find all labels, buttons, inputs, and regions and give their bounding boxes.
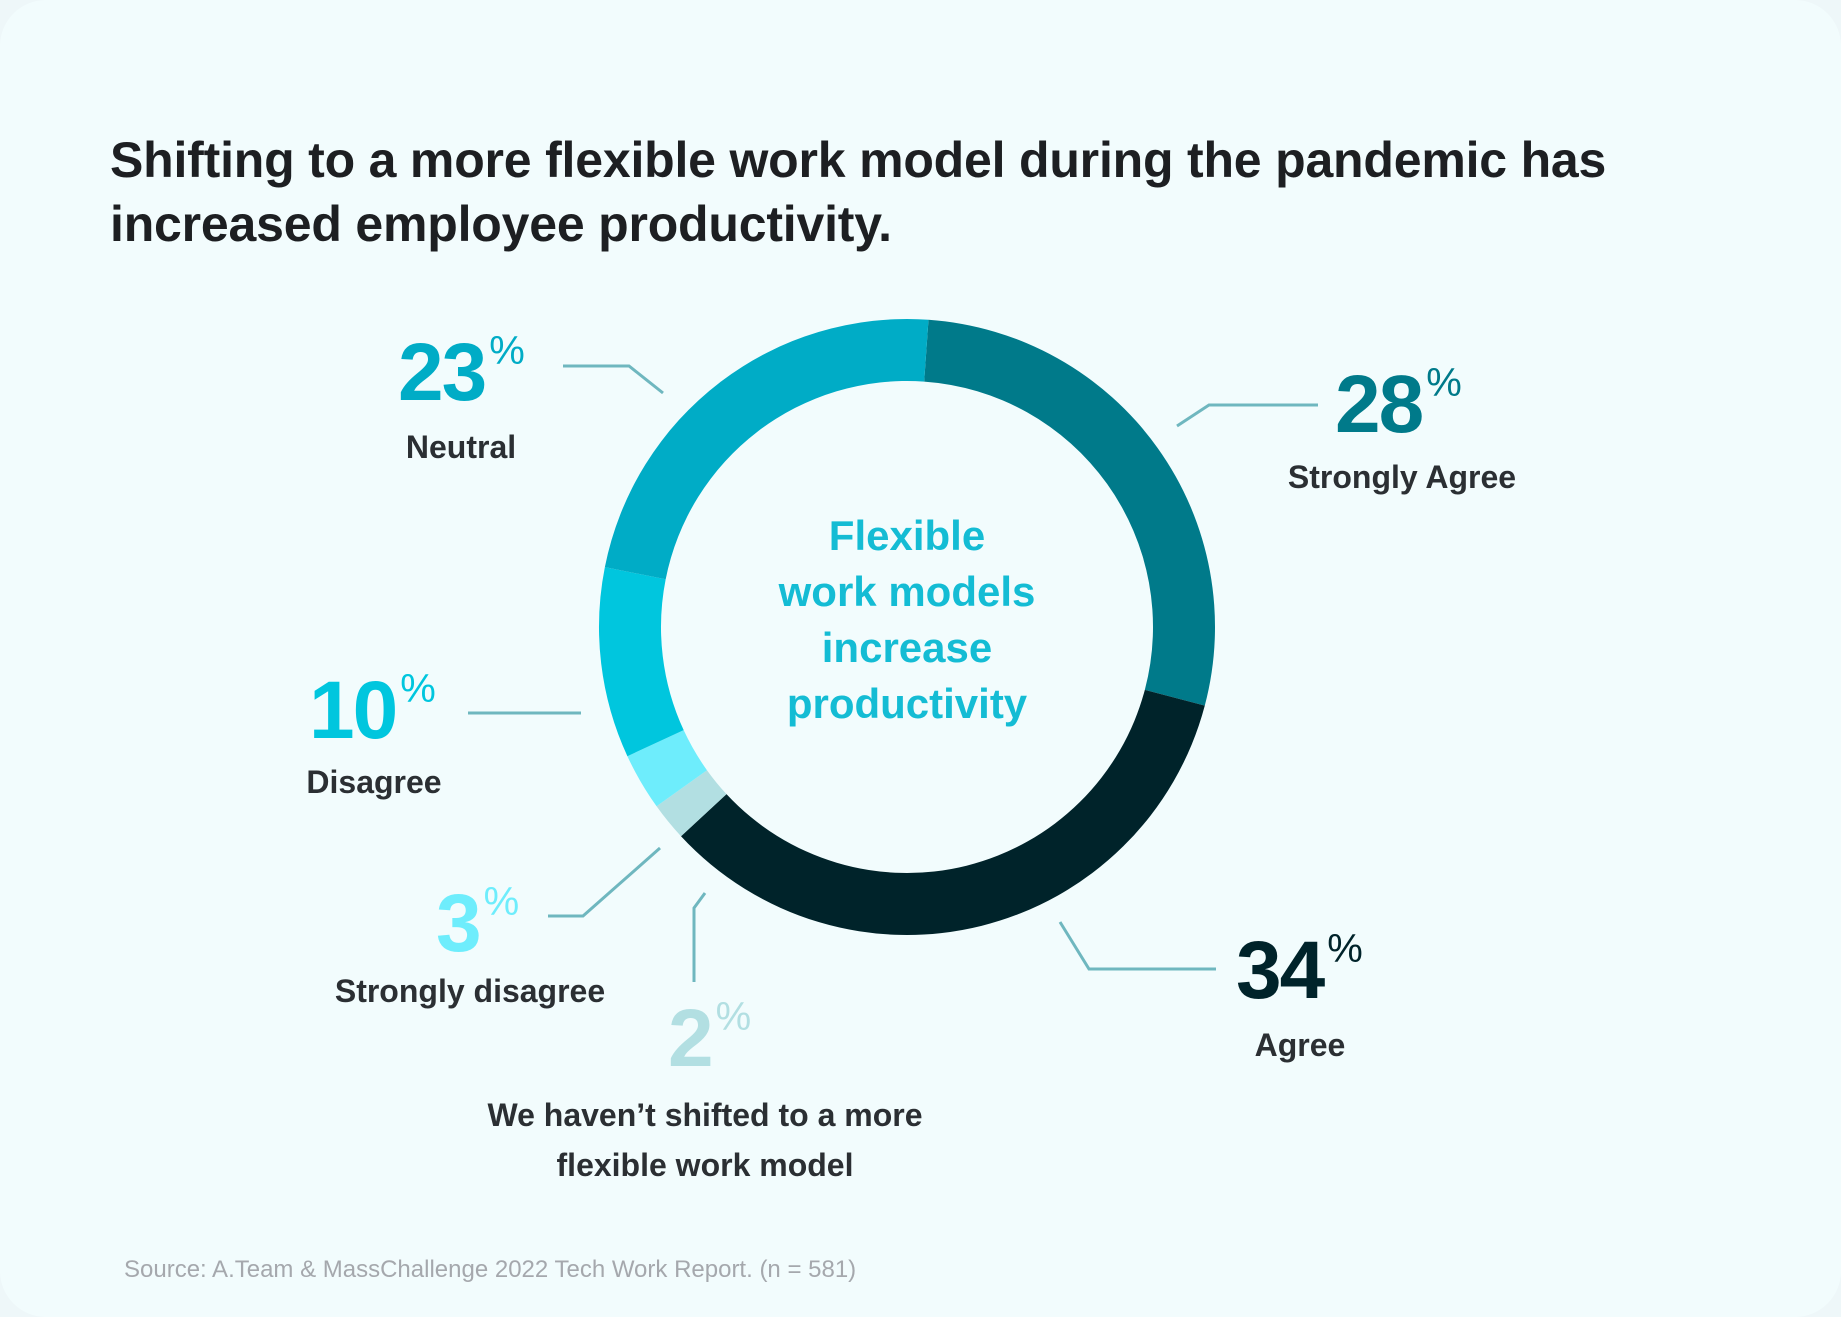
donut-slices <box>599 319 1215 935</box>
connector-agree <box>1058 921 1216 971</box>
value-label-neutral: 23% <box>398 327 525 418</box>
value-label-strongly-agree: 28% <box>1335 359 1462 450</box>
connector-strongly-disagree <box>548 846 661 918</box>
slice-strongly-disagree <box>627 730 707 807</box>
connector-we-haven-t-shifted-to-a-more-flexible-work-model <box>692 892 707 982</box>
slice-disagree <box>599 567 684 757</box>
label-connectors <box>468 364 1318 982</box>
slice-we-haven-t-shifted-to-a-more-flexible-work-model <box>656 770 727 837</box>
category-label-strongly-disagree: Strongly disagree <box>335 973 605 1009</box>
category-label-disagree: Disagree <box>306 764 441 800</box>
value-label-we-haven-t-shifted-to-a-more-flexible-work-model: 2% <box>668 993 751 1084</box>
category-label-neutral: Neutral <box>406 429 516 465</box>
category-label-agree: Agree <box>1255 1027 1346 1063</box>
slice-agree <box>681 689 1205 935</box>
value-label-strongly-disagree: 3% <box>436 878 519 969</box>
category-label-strongly-agree: Strongly Agree <box>1288 459 1516 495</box>
value-label-disagree: 10% <box>309 665 436 756</box>
source-note: Source: A.Team & MassChallenge 2022 Tech… <box>124 1256 857 1283</box>
connector-neutral <box>563 364 664 395</box>
slice-neutral <box>604 319 929 580</box>
value-label-agree: 34% <box>1236 925 1363 1016</box>
category-label-we-haven-t-shifted-to-a-more-flexible-work-model: We haven’t shifted to a more flexible wor… <box>487 1097 922 1183</box>
slice-strongly-agree <box>924 319 1215 706</box>
chart-title: Shifting to a more flexible work model d… <box>110 132 1607 252</box>
center-text: Flexible work models increase productivity <box>778 512 1036 727</box>
slice-labels: 28 % Strongly Agree 34 % Agree 2 % We haven’t sh… <box>306 327 1516 1183</box>
connector-strongly-agree <box>1176 403 1318 428</box>
